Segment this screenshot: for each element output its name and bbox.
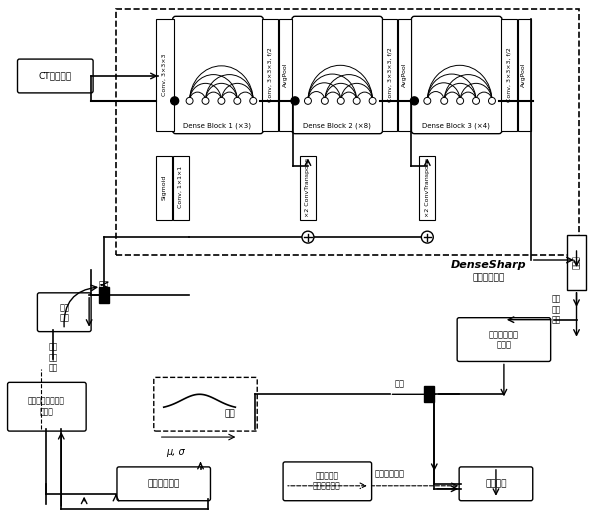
- FancyBboxPatch shape: [173, 16, 263, 134]
- Bar: [173, 156, 188, 220]
- Text: 分类损失函数: 分类损失函数: [374, 469, 404, 478]
- Text: Sigmoid: Sigmoid: [161, 175, 166, 200]
- Circle shape: [369, 98, 376, 104]
- Circle shape: [424, 98, 431, 104]
- Text: CT三维数据: CT三维数据: [39, 72, 72, 80]
- Bar: [155, 156, 172, 220]
- FancyBboxPatch shape: [154, 377, 257, 431]
- FancyBboxPatch shape: [292, 16, 383, 134]
- Circle shape: [186, 98, 193, 104]
- Circle shape: [489, 98, 496, 104]
- Bar: [518, 19, 531, 130]
- FancyBboxPatch shape: [8, 382, 86, 431]
- Text: 带模糊性的专家分
割标签: 带模糊性的专家分 割标签: [28, 397, 65, 416]
- Circle shape: [472, 98, 480, 104]
- Circle shape: [250, 98, 257, 104]
- Text: 模糊先验网络: 模糊先验网络: [148, 479, 180, 488]
- Text: Conv, 3×3×3, f/2: Conv, 3×3×3, f/2: [387, 48, 392, 102]
- Text: 拼接: 拼接: [99, 280, 109, 289]
- Circle shape: [410, 97, 419, 105]
- FancyBboxPatch shape: [38, 293, 91, 331]
- Bar: [419, 156, 435, 220]
- Circle shape: [202, 98, 209, 104]
- Text: Conv, 3×3×3, f/2: Conv, 3×3×3, f/2: [507, 48, 511, 102]
- Circle shape: [291, 97, 299, 105]
- Text: AvgPool: AvgPool: [521, 63, 526, 87]
- Bar: [279, 19, 292, 130]
- Bar: [99, 287, 109, 303]
- FancyBboxPatch shape: [117, 467, 210, 501]
- Text: 分割
损失
函数: 分割 损失 函数: [48, 342, 58, 372]
- Text: Dense Block 2 (×8): Dense Block 2 (×8): [303, 123, 371, 129]
- Text: 拼接: 拼接: [395, 380, 404, 389]
- Text: 采样: 采样: [225, 410, 236, 419]
- Text: Dense Block 1 (×3): Dense Block 1 (×3): [184, 123, 251, 129]
- Bar: [155, 19, 173, 130]
- Text: μ, σ: μ, σ: [166, 447, 185, 457]
- FancyBboxPatch shape: [459, 467, 533, 501]
- Text: AvgPool: AvgPool: [283, 63, 288, 87]
- Text: 分类输出: 分类输出: [485, 479, 507, 488]
- Circle shape: [234, 98, 241, 104]
- Text: ×2 ConvTranspose: ×2 ConvTranspose: [425, 158, 430, 217]
- Text: DenseSharp: DenseSharp: [451, 260, 527, 270]
- FancyBboxPatch shape: [283, 462, 371, 501]
- Text: Conv, 3×3×3: Conv, 3×3×3: [162, 54, 167, 96]
- Circle shape: [304, 98, 312, 104]
- Circle shape: [302, 231, 314, 243]
- FancyBboxPatch shape: [411, 16, 502, 134]
- Text: 特征提取网络: 特征提取网络: [473, 274, 505, 282]
- Bar: [300, 156, 316, 220]
- Circle shape: [170, 97, 179, 105]
- Circle shape: [321, 98, 328, 104]
- Bar: [425, 386, 434, 402]
- Bar: [116, 9, 578, 255]
- Bar: [262, 19, 278, 130]
- Text: ×2 ConvTranspose: ×2 ConvTranspose: [306, 158, 310, 217]
- Bar: [501, 19, 517, 130]
- Circle shape: [353, 98, 360, 104]
- Bar: [398, 19, 411, 130]
- Circle shape: [457, 98, 463, 104]
- Text: Dense Block 3 (×4): Dense Block 3 (×4): [422, 123, 490, 129]
- FancyBboxPatch shape: [17, 59, 93, 93]
- Text: 非局部形状分
析模块: 非局部形状分 析模块: [489, 330, 519, 349]
- Bar: [566, 235, 587, 290]
- Circle shape: [218, 98, 225, 104]
- Text: 分割
输出: 分割 输出: [59, 303, 69, 323]
- Text: 特征图: 特征图: [572, 255, 581, 269]
- Text: Conv, 1×1×1: Conv, 1×1×1: [178, 167, 183, 208]
- Circle shape: [441, 98, 448, 104]
- Text: 提取
对应
体素: 提取 对应 体素: [552, 295, 562, 325]
- Text: Conv, 3×3×3, f/2: Conv, 3×3×3, f/2: [268, 48, 273, 102]
- Text: AvgPool: AvgPool: [402, 63, 407, 87]
- Circle shape: [422, 231, 434, 243]
- Text: 带模糊性的
专家分类标签: 带模糊性的 专家分类标签: [313, 471, 341, 491]
- Bar: [382, 19, 398, 130]
- Circle shape: [337, 98, 344, 104]
- FancyBboxPatch shape: [457, 318, 551, 361]
